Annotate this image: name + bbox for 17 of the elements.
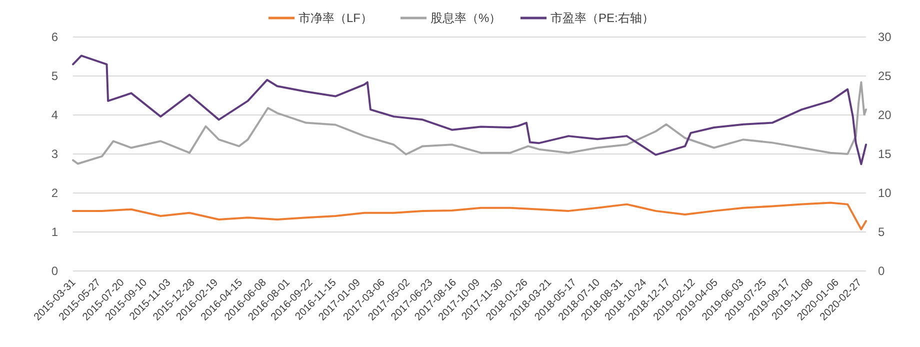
y-tick-label: 3 [51,147,58,161]
y-tick-label: 6 [51,30,58,44]
y-tick-label: 0 [51,264,58,278]
y-tick-label: 5 [51,69,58,83]
y-tick-label: 1 [51,225,58,239]
y2-tick-label: 20 [878,108,892,122]
legend-label: 市盈率（PE:右轴） [550,11,654,25]
y2-tick-label: 5 [878,225,885,239]
y-tick-label: 2 [51,186,58,200]
y-tick-label: 4 [51,108,58,122]
legend-label: 市净率（LF） [298,11,373,25]
y2-tick-label: 10 [878,186,892,200]
y2-tick-label: 0 [878,264,885,278]
y2-tick-label: 25 [878,69,892,83]
y2-tick-label: 30 [878,30,892,44]
legend-label: 股息率（%） [430,11,502,25]
y2-tick-label: 15 [878,147,892,161]
